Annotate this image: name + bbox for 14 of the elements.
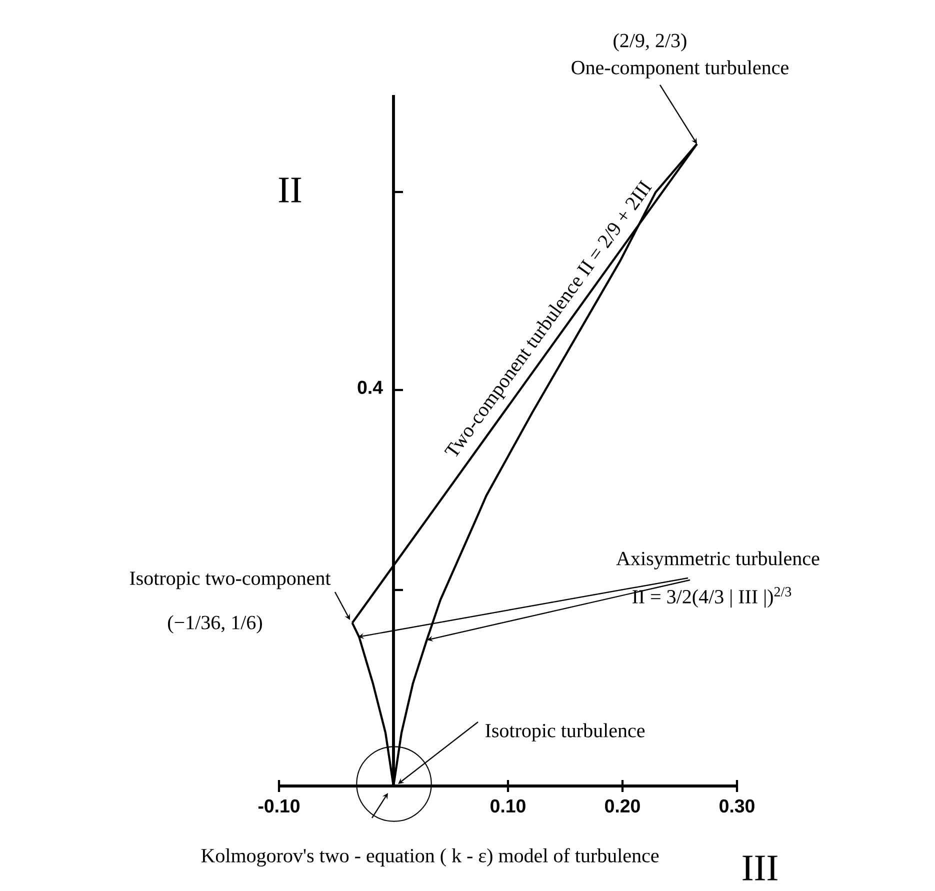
text: (−1/36, 1/6)	[168, 615, 262, 634]
x-tick-label: -0.10	[258, 799, 300, 813]
x-tick-label: 0.20	[605, 799, 640, 813]
text: One-component turbulence	[572, 60, 788, 78]
x-tick-label: 0.10	[490, 799, 526, 813]
x-tick-label: 0.30	[720, 799, 754, 813]
x-axis-title: III	[742, 856, 778, 880]
annotation: Axisymmetric turbulence	[616, 551, 820, 570]
annotation: 0.4	[358, 380, 383, 394]
annotation: Isotropic turbulence	[486, 723, 645, 742]
text: (2/9, 2/3)	[614, 33, 686, 52]
y-axis-title: II	[278, 178, 302, 202]
annotation: Isotropic two-component	[130, 572, 331, 590]
text: Kolmogorov's two - equation ( k - ε) model of turbulence	[201, 848, 659, 867]
